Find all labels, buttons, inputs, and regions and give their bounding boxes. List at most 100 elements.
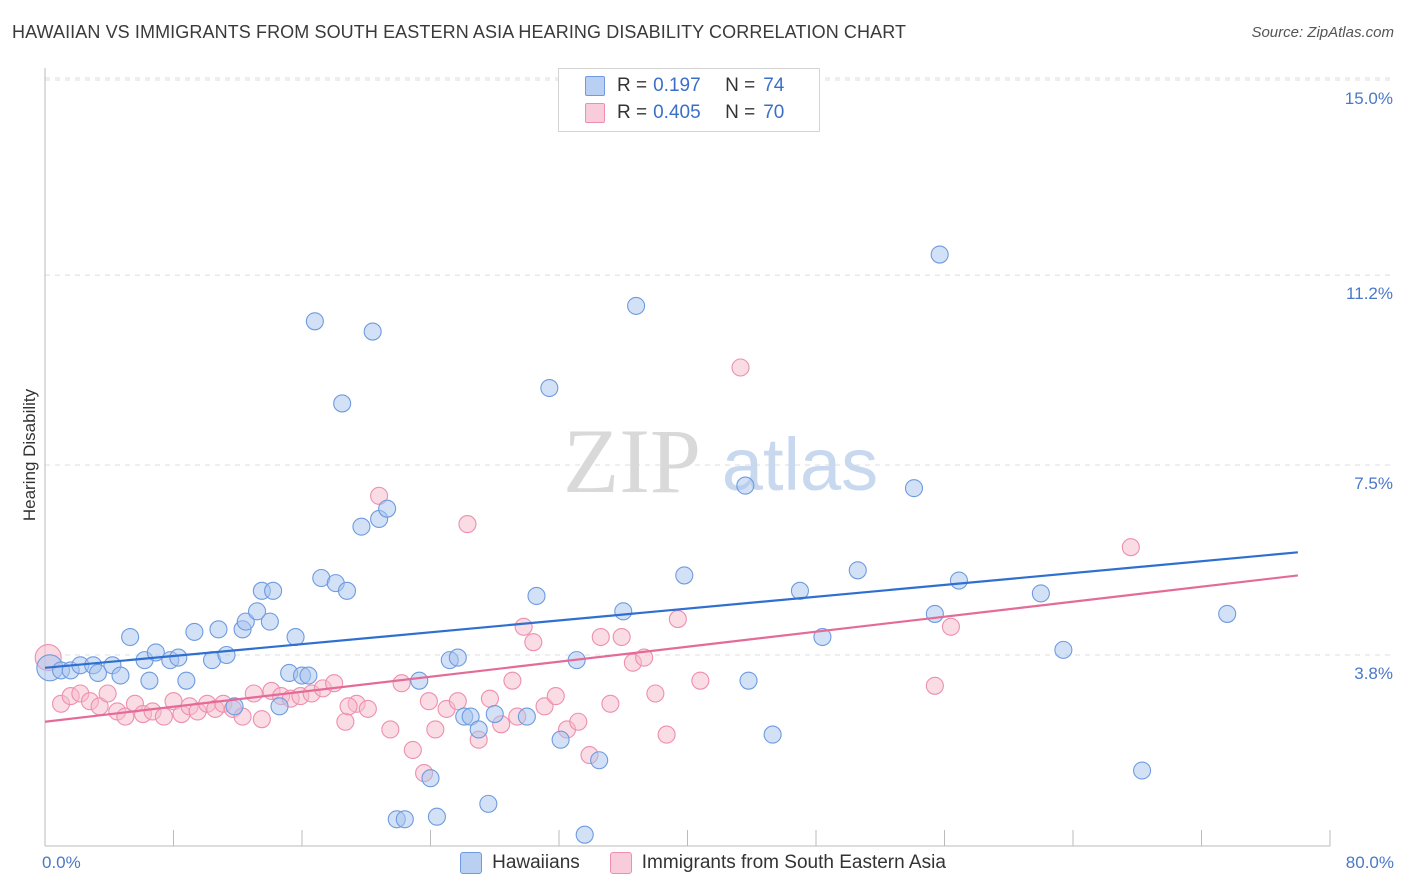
legend-r-key: R = xyxy=(617,75,648,96)
hawaiian-point xyxy=(949,571,969,590)
legend-n-value: 74 xyxy=(763,75,785,96)
immigrant-point xyxy=(612,627,631,647)
hawaiian-point xyxy=(540,378,559,398)
immigrant-point xyxy=(358,699,377,718)
immigrant-point xyxy=(524,633,543,652)
immigrant-point xyxy=(731,358,750,377)
immigrant-point xyxy=(98,684,117,703)
y-tick-labels: 3.8% 7.5% 11.2% 15.0% xyxy=(1345,89,1393,683)
hawaiian-point xyxy=(177,671,196,690)
hawaiian-point xyxy=(736,476,755,495)
immigrant-point xyxy=(252,710,271,729)
immigrant-point xyxy=(657,725,676,744)
hawaiian-point xyxy=(527,586,546,606)
immigrant-point xyxy=(591,627,610,647)
hawaiian-point xyxy=(333,394,352,413)
legend-swatch-blue xyxy=(585,76,605,96)
immigrant-point xyxy=(691,671,710,690)
series-legend-immigrants[interactable]: Immigrants from South Eastern Asia xyxy=(609,852,946,874)
grid-lines xyxy=(45,77,1392,656)
x-tick-label-max: 80.0% xyxy=(1345,853,1394,872)
legend-n-key: N = xyxy=(725,102,756,123)
hawaiian-point xyxy=(448,648,467,667)
hawaiian-trendline xyxy=(44,551,1298,669)
immigrant-point xyxy=(392,674,411,693)
chart-title: HAWAIIAN VS IMMIGRANTS FROM SOUTH EASTER… xyxy=(12,22,907,42)
y-tick-label: 11.2% xyxy=(1346,284,1393,303)
immigrant-point xyxy=(569,712,588,731)
hawaiian-point xyxy=(217,645,236,665)
hawaiian-point xyxy=(169,648,188,667)
immigrant-point xyxy=(336,712,355,731)
immigrant-point xyxy=(370,486,389,505)
series-swatch-blue xyxy=(460,852,483,874)
immigrant-trendline xyxy=(44,574,1299,723)
immigrant-point xyxy=(244,684,263,703)
hawaiian-point xyxy=(614,602,633,621)
legend-row-immigrants: R = 0.405 N = 70 xyxy=(585,100,784,126)
hawaiian-point xyxy=(517,707,536,726)
immigrant-point xyxy=(546,687,565,706)
hawaiian-point xyxy=(337,581,357,600)
immigrant-point xyxy=(1121,538,1140,557)
immigrant-point xyxy=(458,515,477,534)
immigrant-point xyxy=(154,707,173,726)
legend-r-value: 0.197 xyxy=(653,75,701,96)
legend-n-key: N = xyxy=(725,75,756,96)
hawaiian-point xyxy=(427,807,446,826)
data-points xyxy=(34,245,1237,844)
series-label-immigrants: Immigrants from South Eastern Asia xyxy=(641,852,946,873)
hawaiian-point xyxy=(627,296,646,315)
immigrant-point xyxy=(601,694,620,713)
hawaiian-point xyxy=(461,707,480,726)
hawaiian-point xyxy=(590,751,609,770)
hawaiian-point xyxy=(121,627,140,647)
hawaiian-point xyxy=(185,622,204,641)
hawaiian-point xyxy=(469,720,488,739)
legend-row-hawaiians: R = 0.197 N = 74 xyxy=(585,73,784,99)
hawaiian-point xyxy=(410,671,429,690)
hawaiian-point xyxy=(299,666,318,685)
series-legend: Hawaiians Immigrants from South Eastern … xyxy=(0,852,1406,874)
immigrant-point xyxy=(503,671,522,690)
hawaiian-point xyxy=(763,725,782,744)
immigrant-point xyxy=(646,684,665,703)
hawaiian-point xyxy=(930,245,949,264)
immigrant-point xyxy=(419,692,438,711)
trend-lines xyxy=(44,551,1299,723)
immigrant-point xyxy=(925,676,944,695)
legend-r-value: 0.405 xyxy=(653,102,701,123)
immigrant-point xyxy=(668,610,687,629)
hawaiian-point xyxy=(247,602,267,621)
hawaiian-point xyxy=(395,810,414,829)
hawaiian-point xyxy=(421,769,440,788)
hawaiian-point xyxy=(675,566,694,585)
hawaiian-point xyxy=(1054,640,1073,659)
hawaiian-point xyxy=(260,612,279,631)
source-credit: Source: ZipAtlas.com xyxy=(1251,24,1394,41)
immigrant-point xyxy=(480,689,499,708)
y-tick-label: 3.8% xyxy=(1354,664,1393,683)
immigrant-point xyxy=(535,697,554,716)
y-tick-label: 7.5% xyxy=(1354,474,1393,493)
hawaiian-point xyxy=(88,663,108,683)
hawaiian-point xyxy=(270,697,289,716)
hawaiian-point xyxy=(575,825,594,844)
immigrant-point xyxy=(426,720,445,739)
hawaiian-point xyxy=(225,697,244,716)
hawaiian-point xyxy=(1031,584,1050,603)
immigrant-point xyxy=(381,720,400,739)
hawaiian-point xyxy=(1133,761,1152,780)
watermark-zip: ZIP xyxy=(563,410,701,512)
hawaiian-point xyxy=(378,499,397,518)
hawaiian-point xyxy=(140,671,159,690)
x-tick-label-min: 0.0% xyxy=(42,853,81,872)
hawaiian-point xyxy=(551,730,570,749)
hawaiian-point xyxy=(111,666,130,685)
hawaiian-point xyxy=(352,517,371,536)
hawaiian-point xyxy=(363,322,382,341)
series-legend-hawaiians[interactable]: Hawaiians xyxy=(460,852,580,874)
hawaiian-point xyxy=(264,581,283,600)
hawaiian-point xyxy=(236,612,255,631)
